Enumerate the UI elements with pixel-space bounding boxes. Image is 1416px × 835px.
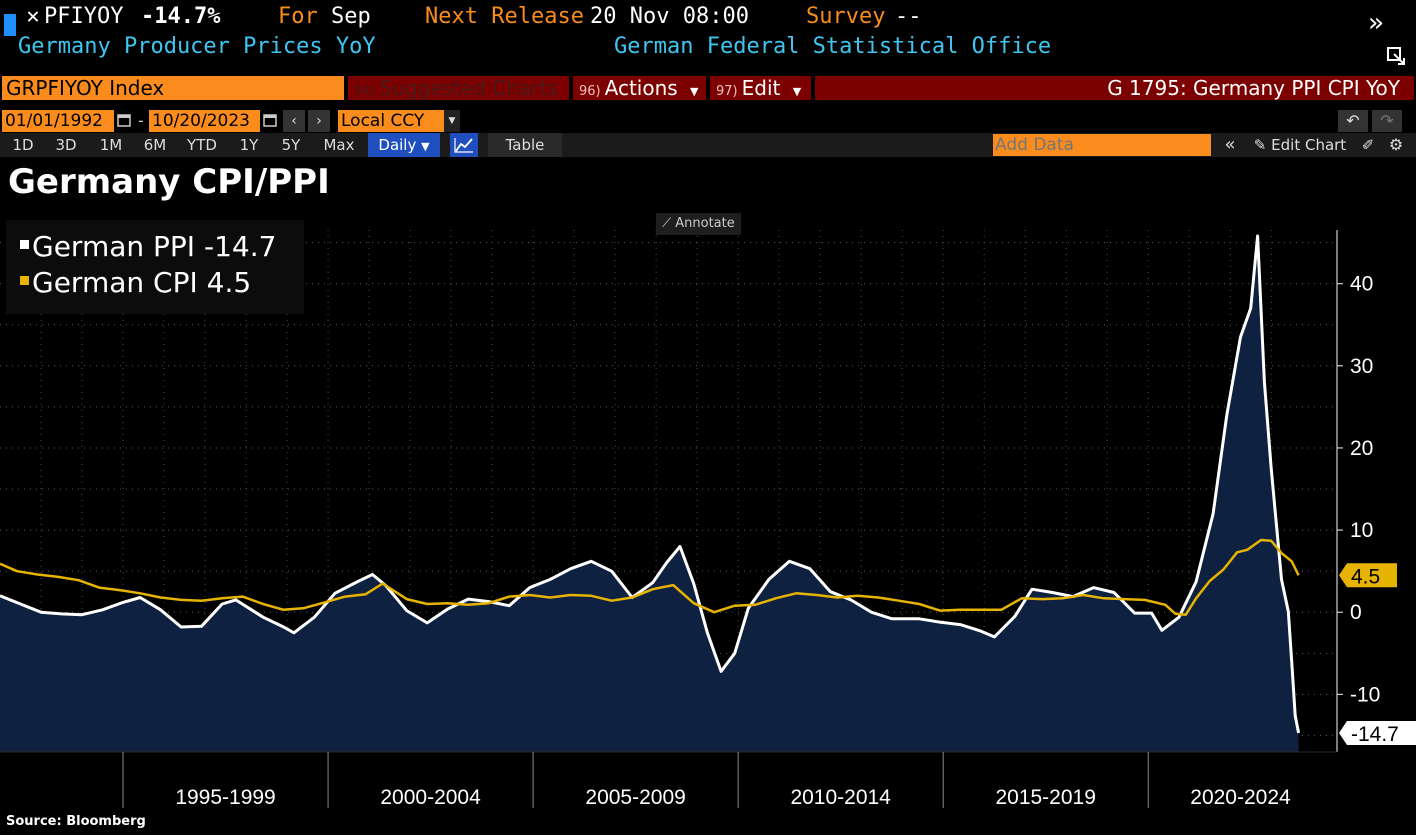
period-5y[interactable]: 5Y [281, 136, 301, 154]
x-tick-label: 2010-2014 [790, 786, 891, 809]
period-ytd[interactable]: YTD [187, 136, 217, 154]
edit-icon[interactable]: ✐ [1361, 136, 1375, 154]
gear-icon[interactable]: ⚙ [1388, 135, 1404, 154]
ticker-header: ✕ PFIYOY -14.7% For Sep Next Release 20 … [0, 0, 1416, 65]
legend-ppi-name: German PPI [32, 230, 196, 263]
edit-num: 97) [716, 84, 738, 99]
cpi-last-value-marker-label: 4.5 [1351, 565, 1380, 588]
line-chart-icon[interactable] [450, 133, 478, 157]
legend-ppi-value: -14.7 [203, 230, 277, 263]
legend-swatch-cpi [20, 275, 29, 285]
ppi-series-line [0, 234, 1301, 734]
ticker-value: -14.7% [141, 4, 221, 29]
ppi-last-value-marker: -14.7 [1339, 721, 1416, 746]
chart-title: Germany CPI/PPI [8, 162, 330, 202]
cpi-last-value-marker: 4.5 [1339, 563, 1397, 588]
survey-value: -- [895, 4, 922, 29]
redo-icon[interactable]: ↷ [1372, 110, 1402, 132]
tab-marker [4, 14, 16, 36]
x-tick-label: 2005-2009 [585, 786, 685, 809]
y-tick-label: 40 [1350, 273, 1373, 296]
table-button[interactable]: Table [488, 133, 562, 157]
actions-label: Actions [604, 76, 678, 100]
period-1y[interactable]: 1Y [239, 136, 259, 154]
frequency-select[interactable]: Daily ▼ [368, 133, 440, 157]
annotate-label: Annotate [675, 216, 735, 231]
start-date-field[interactable]: 01/01/1992 [2, 110, 114, 132]
legend-item-cpi[interactable]: German CPI 4.5 [20, 266, 251, 299]
y-tick-label: -10 [1350, 683, 1380, 706]
next-release-value: 20 Nov 08:00 [590, 4, 749, 29]
ticker-code: PFIYOY [44, 4, 124, 29]
double-chevron-right-icon[interactable]: » [1368, 8, 1384, 38]
y-tick-label: 30 [1350, 355, 1373, 378]
chevron-down-icon: ▼ [792, 85, 802, 98]
double-chevron-left-icon[interactable]: « [1224, 134, 1236, 155]
date-separator: - [138, 111, 144, 130]
calendar-icon[interactable] [263, 113, 277, 127]
x-tick-label: 2020-2024 [1190, 786, 1291, 809]
y-tick-label: 0 [1350, 601, 1362, 624]
edit-label: Edit [741, 76, 781, 100]
survey-label: Survey [806, 4, 886, 29]
x-tick-label: 1995-1999 [175, 786, 275, 809]
period-bar: 1D 3D 1M 6M YTD 1Y 5Y Max Daily ▼ Table … [0, 133, 1416, 157]
period-1d[interactable]: 1D [12, 136, 34, 154]
chevron-down-icon[interactable]: ▼ [444, 110, 460, 132]
pencil-icon: ⟋ [662, 216, 672, 231]
edit-menu[interactable]: 97) Edit ▼ [710, 76, 811, 100]
period-3d[interactable]: 3D [55, 136, 77, 154]
add-data-input[interactable] [993, 134, 1211, 156]
edit-chart-button[interactable]: ✎ Edit Chart [1248, 133, 1352, 157]
chevron-down-icon: ▼ [421, 140, 430, 153]
close-icon[interactable]: ✕ [20, 5, 46, 31]
period-1m[interactable]: 1M [99, 136, 123, 154]
source-organization: German Federal Statistical Office [614, 34, 1052, 59]
suggested-charts-label: Suggested Charts [379, 76, 558, 100]
next-release-label: Next Release [425, 4, 584, 29]
security-field[interactable]: GRPFIYOY Index [2, 76, 344, 100]
legend-cpi-value: 4.5 [206, 266, 252, 299]
x-tick-label: 2000-2004 [380, 786, 481, 809]
actions-num: 96) [579, 84, 601, 99]
period-max[interactable]: Max [323, 136, 355, 154]
chart-name: G 1795: Germany PPI CPI YoY [815, 76, 1414, 100]
ppi-last-value-marker-label: -14.7 [1351, 723, 1399, 746]
chart-legend: German PPI -14.7 German CPI 4.5 [6, 220, 304, 314]
period-6m[interactable]: 6M [143, 136, 167, 154]
y-tick-label: 10 [1350, 519, 1373, 542]
chevron-right-icon[interactable]: › [308, 110, 330, 132]
currency-select[interactable]: Local CCY [338, 110, 446, 132]
source-note: Source: Bloomberg [6, 814, 146, 829]
x-tick-label: 2015-2019 [995, 786, 1095, 809]
for-value: Sep [331, 4, 371, 29]
ppi-area [0, 236, 1299, 752]
cpi-series-line [0, 538, 1300, 616]
undo-icon[interactable]: ↶ [1338, 110, 1368, 132]
popout-icon[interactable] [1386, 46, 1406, 66]
suggested-charts-button[interactable]: 94) Suggested Charts [348, 76, 569, 100]
cpi-last-value-marker-bg [1339, 563, 1397, 588]
chevron-left-icon[interactable]: ‹ [283, 110, 305, 132]
actions-menu[interactable]: 96) Actions ▼ [573, 76, 706, 100]
annotate-button[interactable]: ⟋ Annotate [656, 213, 741, 235]
y-tick-label: 20 [1350, 437, 1373, 460]
ppi-last-value-marker-bg [1339, 721, 1416, 745]
calendar-icon[interactable] [117, 113, 131, 127]
chevron-down-icon: ▼ [690, 85, 699, 98]
command-bar: GRPFIYOY Index 94) Suggested Charts 96) Ac… [0, 74, 1416, 102]
for-label: For [278, 4, 318, 29]
legend-item-ppi[interactable]: German PPI -14.7 [20, 230, 276, 263]
edit-chart-label: Edit Chart [1271, 136, 1347, 154]
end-date-field[interactable]: 10/20/2023 [149, 110, 260, 132]
frequency-label: Daily [378, 136, 417, 154]
legend-swatch-ppi [20, 239, 29, 249]
suggested-charts-num: 94) [354, 84, 376, 99]
legend-cpi-name: German CPI [32, 266, 198, 299]
pencil-icon: ✎ [1253, 136, 1267, 154]
security-description: Germany Producer Prices YoY [18, 34, 376, 59]
